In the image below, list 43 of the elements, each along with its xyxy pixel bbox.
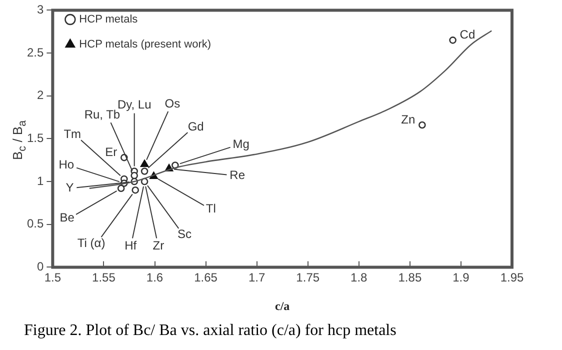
x-axis-title: c/a: [275, 298, 290, 313]
annotation: Y: [66, 180, 74, 195]
annotation: Er: [105, 144, 118, 159]
y-tick-label: 0: [36, 260, 44, 274]
annotation: Mg: [232, 137, 250, 152]
x-tick-label: 1.7: [248, 270, 266, 285]
x-tick-label: 1.8: [350, 270, 368, 285]
annotation: Tm: [64, 127, 82, 142]
x-tick-label: 1.6: [146, 270, 164, 285]
text: Figure 2. Plot of Bc/ Ba vs. axial ratio (c/a) for hcp metals: [24, 322, 396, 340]
annotation: Tl: [206, 202, 216, 216]
annotation: Be: [60, 210, 75, 225]
x-tick-label: 1.75: [296, 270, 320, 285]
y-tick-label: 1: [36, 174, 44, 188]
x-tick-label: 1.9: [452, 270, 470, 285]
point: [418, 121, 426, 129]
annotation: Zr: [152, 238, 164, 252]
x-tick-label: 1.65: [194, 270, 218, 285]
y-tick-label: 2: [36, 88, 44, 102]
annotation: Os: [164, 96, 180, 110]
x-tick-label: 1.55: [92, 270, 116, 285]
y-tick-label: 1.5: [26, 131, 44, 146]
legend-label: HCP metals (present work): [79, 38, 212, 51]
annotation: Re: [230, 168, 246, 182]
annotation: Zn: [401, 112, 416, 126]
point: [449, 36, 456, 44]
x-tick-label: 1.85: [398, 270, 422, 285]
annotation: Hf: [124, 238, 138, 252]
annotation: Ho: [58, 158, 74, 172]
annotation: Ti (α): [77, 236, 106, 250]
legend-label: HCP metals: [79, 14, 138, 26]
annotation: Gd: [188, 119, 204, 134]
y-tick-label: 2.5: [26, 45, 44, 60]
point: [132, 186, 140, 194]
y-tick-label: 0.5: [26, 216, 44, 231]
x-tick-label: 1.95: [500, 270, 524, 285]
point: [117, 184, 125, 192]
point: [140, 160, 149, 168]
annotation: Cd: [460, 27, 476, 42]
point: [140, 168, 148, 175]
annotation: Sc: [178, 227, 192, 242]
y-tick-label: 3: [36, 2, 44, 17]
point: [130, 172, 138, 180]
